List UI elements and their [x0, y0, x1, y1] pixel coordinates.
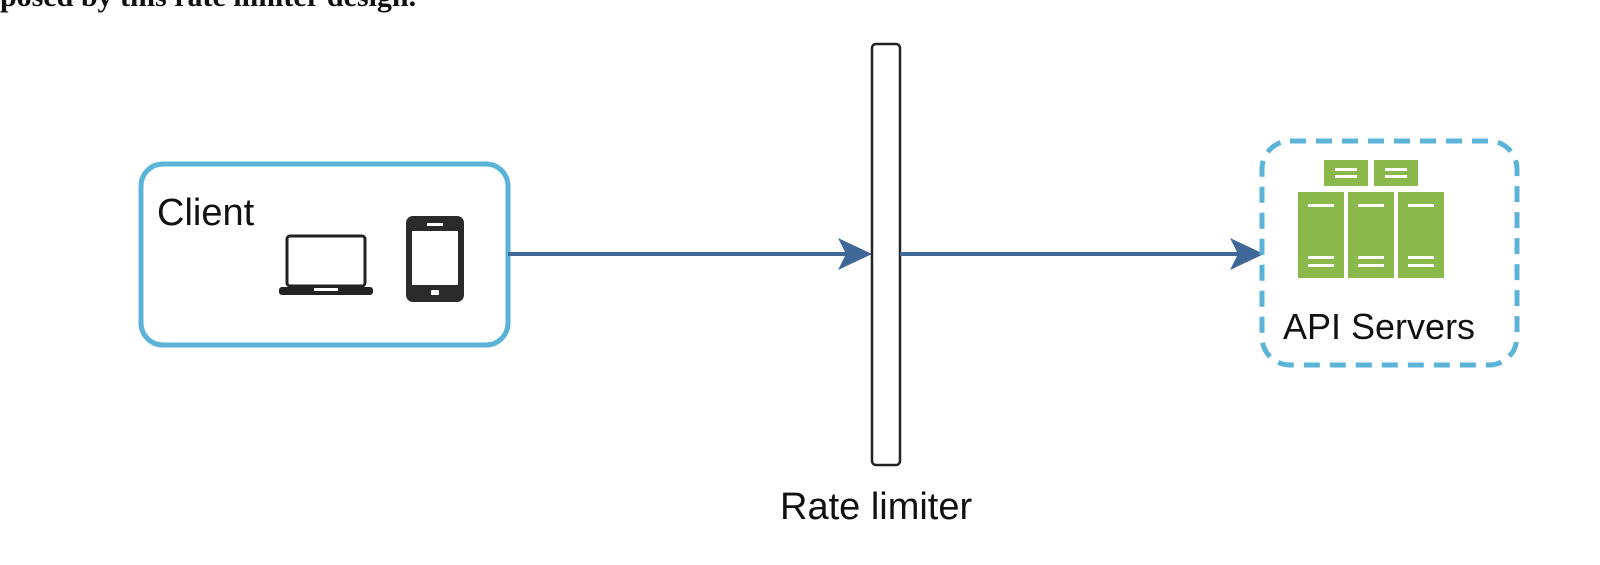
arrow-limiter-to-api-head	[1230, 238, 1264, 270]
arrow-client-to-limiter-head	[838, 238, 872, 270]
cropped-header-text: posed by this rate limiter design.	[0, 0, 416, 14]
rate-limiter-bar	[870, 42, 902, 467]
server-cluster-icon	[1298, 160, 1444, 278]
api-servers-label: API Servers	[1283, 306, 1476, 347]
tablet-icon	[406, 216, 464, 302]
rate-limiter-label: Rate limiter	[780, 486, 973, 528]
laptop-icon	[279, 234, 373, 295]
api-servers-box	[1259, 138, 1520, 368]
client-label: Client	[157, 192, 255, 234]
